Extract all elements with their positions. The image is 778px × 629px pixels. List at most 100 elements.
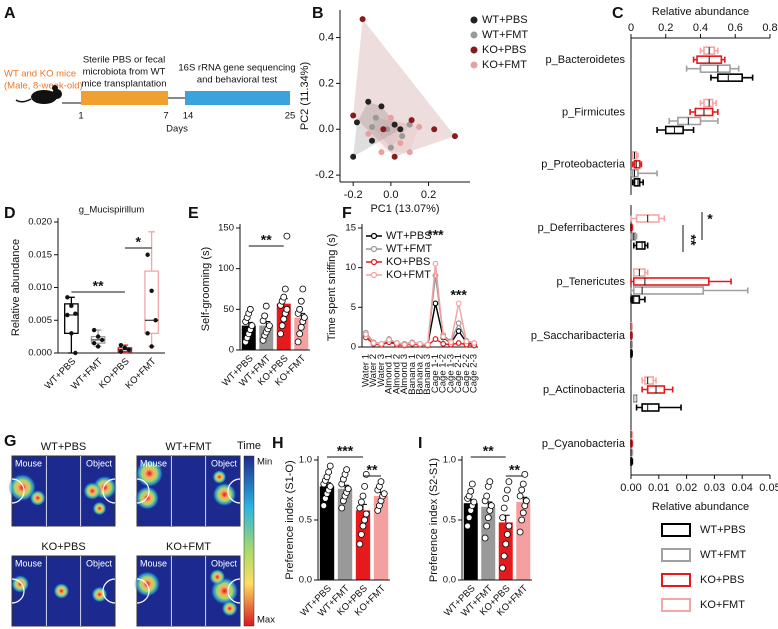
- point: [283, 232, 291, 240]
- point: [326, 462, 334, 470]
- point: [521, 470, 529, 478]
- point: [440, 333, 447, 340]
- significance: **: [261, 232, 272, 248]
- point: [296, 330, 304, 338]
- x-tick-label: Cage 2-2: [461, 354, 472, 393]
- point: [153, 318, 158, 323]
- point: [325, 468, 333, 476]
- legend-marker: [470, 31, 478, 39]
- x-tick-label: 0.03: [704, 482, 725, 494]
- whisker: [631, 449, 634, 456]
- x-tick-label: Cage 2-3: [469, 354, 480, 393]
- point: [471, 340, 478, 346]
- phase2-text: and behavioral test: [197, 75, 278, 86]
- mice-detail: (Male, 8-week-old): [4, 81, 83, 92]
- mouse-icon: [15, 85, 62, 104]
- point: [465, 514, 473, 521]
- y-tick-label: 0.0: [319, 123, 334, 135]
- whisker: [148, 231, 155, 272]
- point: [448, 339, 454, 346]
- point: [73, 311, 78, 316]
- bar: [373, 496, 389, 580]
- point: [440, 340, 447, 347]
- point: [500, 504, 508, 512]
- legend-label: KO+FMT: [386, 269, 431, 281]
- y-axis-label: PC2 (11.34%): [299, 62, 311, 130]
- point: [468, 480, 476, 488]
- x-tick-label: 0.05: [759, 482, 778, 494]
- whisker: [639, 179, 644, 186]
- y-tick-label: 0.015: [28, 249, 52, 260]
- y-tick-label: 0.4: [319, 31, 334, 43]
- whisker: [703, 287, 749, 294]
- y-tick-label: 150: [218, 223, 234, 234]
- category-label: p_Saccharibacteria: [531, 330, 626, 342]
- point: [378, 149, 385, 156]
- cup: [227, 478, 241, 504]
- whisker: [637, 170, 658, 177]
- whisker: [631, 431, 634, 438]
- point: [280, 293, 288, 301]
- point: [518, 516, 526, 524]
- point: [518, 486, 526, 494]
- whisker: [712, 100, 717, 106]
- panel-letter: H: [272, 435, 284, 452]
- legend-marker: [470, 61, 478, 69]
- y-tick-label: 15: [345, 223, 356, 234]
- zone-label: Object: [86, 458, 113, 468]
- category-label: p_Firmicutes: [562, 106, 625, 118]
- bar: [319, 486, 335, 580]
- category-label: p_Deferribacteres: [538, 222, 626, 234]
- cup: [227, 578, 241, 604]
- whisker: [639, 161, 643, 168]
- y-tick-label: 0.000: [28, 348, 52, 359]
- heat-spot: [91, 586, 108, 603]
- point: [483, 522, 491, 530]
- point: [505, 478, 513, 486]
- heat-spot: [92, 501, 107, 516]
- point: [505, 522, 513, 530]
- map-title: KO+PBS: [41, 541, 85, 553]
- box: [633, 160, 641, 169]
- category-label: p_Tenericutes: [557, 276, 626, 288]
- whisker: [639, 296, 646, 303]
- point: [451, 133, 458, 140]
- point: [377, 478, 385, 486]
- significance: *: [136, 234, 142, 250]
- y-tick-label: 0.0: [299, 575, 312, 586]
- whisker: [712, 109, 719, 115]
- point: [278, 322, 286, 330]
- point: [484, 514, 492, 521]
- colorbar-title: Time: [237, 440, 261, 452]
- panel-letter: G: [4, 433, 16, 450]
- box: [144, 270, 159, 334]
- point: [378, 340, 385, 347]
- point: [326, 482, 334, 490]
- box: [644, 376, 655, 385]
- phase1-text: Sterile PBS or fecal: [83, 55, 165, 66]
- legend-marker: [661, 548, 691, 562]
- whisker: [641, 386, 648, 393]
- point: [378, 103, 385, 110]
- point: [357, 531, 365, 538]
- point: [467, 487, 475, 495]
- phase1-text: microbiota from WT: [83, 67, 166, 78]
- point: [149, 344, 154, 349]
- point: [391, 121, 398, 128]
- y-axis-label: Relative abundance: [10, 239, 22, 336]
- point: [519, 509, 527, 517]
- y-tick-label: 0.005: [28, 315, 52, 326]
- point: [65, 295, 70, 300]
- zone-label: Mouse: [15, 458, 42, 468]
- y-tick-label: 0.010: [28, 282, 52, 293]
- point: [359, 522, 367, 530]
- whisker: [730, 65, 740, 72]
- y-tick-label: 1.0: [299, 455, 312, 466]
- point: [399, 133, 406, 140]
- whisker: [631, 224, 634, 231]
- point: [359, 492, 367, 500]
- heat-spot: [221, 600, 238, 617]
- heat-spot: [11, 575, 30, 593]
